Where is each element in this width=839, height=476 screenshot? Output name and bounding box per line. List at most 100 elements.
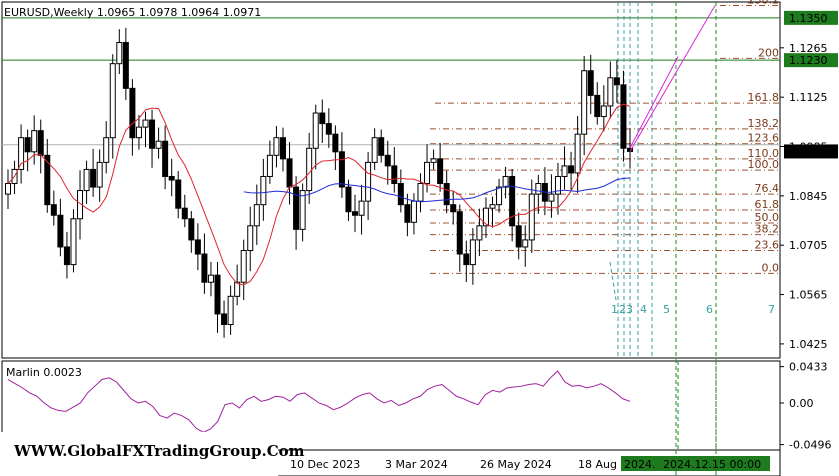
price-tick-label: 1.0705 (789, 239, 828, 252)
candle-body (312, 112, 319, 149)
candle-body (522, 239, 529, 248)
date-label: 18 Aug (578, 458, 617, 471)
candle-body (384, 154, 391, 167)
candle-body (175, 179, 182, 209)
cycle-label: 2 (619, 303, 626, 316)
candle-body (391, 165, 398, 185)
candle-body (325, 123, 332, 135)
fib-level-label: 76.4 (755, 182, 780, 195)
candle-body (116, 42, 123, 65)
candle-body (37, 130, 44, 156)
candle-body (214, 274, 221, 315)
short-moving-average (7, 103, 631, 286)
candle-body (181, 207, 188, 220)
candle-body (482, 207, 489, 227)
candle-body (83, 168, 90, 192)
candle-body (194, 239, 201, 255)
cycle-label: 4 (640, 303, 647, 316)
candle-body (299, 190, 306, 230)
candle-body (496, 186, 503, 206)
watermark-text: WWW.GlobalFXTradingGroup.Com (14, 442, 305, 460)
candle-body (463, 253, 470, 266)
candle-body (456, 211, 463, 255)
fib-level-label: 61.8 (755, 198, 780, 211)
candle-body (476, 225, 483, 241)
candle-body (5, 183, 11, 195)
projection-line (629, 56, 679, 149)
candle-body (443, 183, 450, 206)
price-tick-label: 1.0425 (789, 338, 828, 351)
candle-body (515, 225, 522, 248)
price-tick-label: 1.1265 (789, 42, 828, 55)
candle-body (352, 211, 359, 216)
candle-body (227, 295, 234, 326)
candle-body (273, 137, 280, 156)
candle-body (240, 249, 247, 283)
marlin-panel: 0.0433 0.00 -0.0496 (7, 361, 831, 452)
candle-body (247, 225, 254, 251)
candle-body (581, 70, 588, 135)
candle-body (168, 175, 175, 181)
candle-body (469, 239, 476, 266)
date-label: 3 Mar 2024 (385, 458, 448, 471)
candle-body (345, 186, 352, 213)
candle-body (122, 42, 129, 89)
candle-body (378, 137, 385, 156)
candle-body (306, 147, 313, 192)
cycle-label: 3 (626, 303, 633, 316)
projection-line (629, 5, 716, 152)
candle-body (417, 183, 424, 202)
price-axis: 1.12651.11251.09851.08451.07051.05651.04… (290, 10, 838, 471)
candle-body (358, 200, 365, 216)
date-label-selected: 2024.12.15 00:00 (663, 458, 761, 471)
date-highlight-box (621, 456, 770, 471)
fib-level-label: 238.2 (748, 0, 780, 7)
candle-body (260, 175, 267, 206)
fib-level-label: 38.2 (755, 223, 780, 236)
candle-body (135, 126, 142, 139)
candle-body (90, 168, 97, 188)
fib-level-label: 138.2 (748, 117, 780, 130)
candle-body (188, 218, 195, 241)
cycle-label: 6 (706, 303, 713, 316)
date-label: 10 Dec 2023 (290, 458, 360, 471)
current-price-tag (784, 144, 838, 159)
marlin-tick-label: 0.0433 (789, 361, 828, 374)
date-label-partial: 2024. (624, 458, 656, 471)
candle-body (437, 158, 444, 185)
candle-body (155, 140, 162, 149)
fib-level-label: 0.0 (762, 261, 780, 274)
long-moving-average (243, 177, 631, 203)
fib-level-label: 161.8 (748, 91, 780, 104)
candle-body (424, 161, 431, 185)
main-panel (1, 1, 781, 476)
cycle-label: 5 (663, 303, 670, 316)
fib-level-label: 123.6 (748, 132, 780, 145)
candle-body (44, 154, 51, 206)
candle-body (613, 77, 620, 86)
candle-body (207, 274, 214, 283)
fib-level-label: 50.0 (755, 211, 780, 224)
candle-body (149, 119, 156, 149)
candle-body (587, 70, 594, 96)
candle-body (600, 105, 607, 118)
price-level-tag (784, 10, 838, 25)
candle-body (201, 253, 208, 283)
price-tick-label: 1.0845 (789, 190, 828, 203)
candle-body (607, 77, 614, 107)
candle-body (410, 200, 417, 223)
candle-body (365, 161, 372, 202)
candle-body (338, 151, 345, 188)
candle-body (31, 130, 38, 153)
chart-header: EURUSD,Weekly 1.0965 1.0978 1.0964 1.097… (4, 6, 261, 19)
price-tick-label: 1.0565 (789, 289, 828, 302)
candle-body (502, 175, 509, 188)
candle-body (57, 214, 64, 248)
candle-body (109, 63, 116, 139)
candle-body (266, 154, 273, 177)
candle-body (594, 94, 601, 118)
candle-body (371, 137, 378, 163)
candle-body (162, 140, 169, 177)
